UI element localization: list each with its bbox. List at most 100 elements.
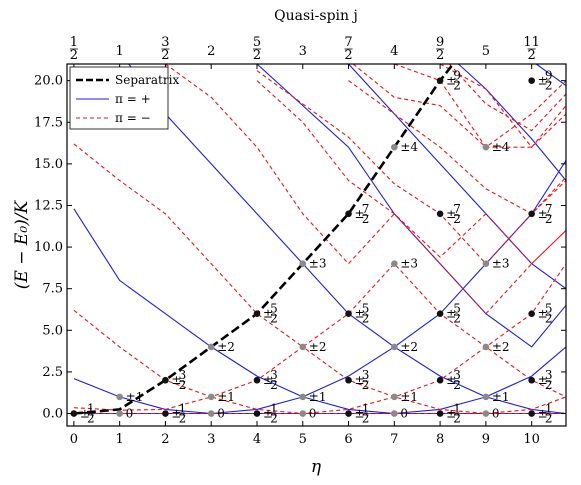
level-point (253, 376, 261, 384)
series-plus-line-4 (128, 64, 566, 348)
level-label: 0 (217, 407, 225, 421)
level-label: ±1 (217, 390, 235, 404)
level-point (482, 143, 490, 151)
series-plus-line-3 (73, 208, 566, 398)
plot-frame (66, 63, 567, 427)
level-point (391, 143, 398, 151)
svg-text:2: 2 (253, 48, 261, 63)
points-layer: ±12 0 ±12 0 ±12 0 ±12 0 ±12 0 ±12±1 ±1 ±1 ±1 ±1±32 ±32 ±… (70, 69, 553, 426)
svg-text:2: 2 (362, 212, 370, 226)
level-label: 0 (126, 407, 134, 421)
svg-text:7: 7 (453, 202, 461, 216)
svg-text:9: 9 (436, 35, 444, 50)
y-tick-label: 5.0 (42, 323, 63, 338)
svg-text:3: 3 (545, 368, 553, 382)
level-point (299, 343, 307, 351)
x-tick-label: 6 (344, 432, 352, 447)
level-point (436, 310, 444, 317)
level-point (482, 260, 490, 268)
level-point (436, 376, 444, 384)
level-label: ± (446, 207, 456, 221)
legend: Separatrix π = + π = − (69, 66, 179, 130)
level-label-fraction: 12 (270, 402, 278, 426)
level-label: ± (355, 407, 365, 421)
legend-label: π = + (115, 92, 151, 106)
top-tick-label: 112 (523, 35, 540, 63)
y-tick-label: 17.5 (34, 115, 63, 130)
level-label: ±2 (400, 340, 418, 354)
svg-text:2: 2 (545, 212, 553, 226)
level-point (391, 343, 398, 351)
axes-layer (66, 63, 567, 427)
level-label: ±3 (400, 257, 418, 271)
top-axis-title: Quasi-spin j (274, 8, 358, 24)
svg-text:1: 1 (545, 402, 553, 416)
svg-text:2: 2 (362, 312, 370, 326)
svg-text:3: 3 (270, 368, 278, 382)
level-label: ± (446, 407, 456, 421)
level-point (528, 410, 535, 417)
level-label: ± (538, 307, 548, 321)
level-point (253, 410, 261, 417)
level-label: ±2 (217, 340, 235, 354)
svg-text:2: 2 (528, 48, 536, 63)
legend-label: π = − (115, 111, 151, 125)
level-label: ±2 (492, 340, 510, 354)
top-tick-label: 12 (70, 35, 78, 63)
top-tick-label: 92 (436, 35, 444, 63)
level-label: ± (446, 307, 456, 321)
level-label: ± (355, 373, 365, 387)
top-tick-label: 52 (253, 35, 261, 63)
svg-text:2: 2 (179, 412, 187, 426)
level-point (345, 210, 352, 218)
level-label: ±1 (309, 390, 327, 404)
level-label-fraction: 12 (179, 402, 187, 426)
level-point (482, 343, 490, 351)
level-label: 0 (492, 407, 500, 421)
level-point (116, 410, 123, 417)
level-label-fraction: 12 (453, 402, 461, 426)
level-point (299, 260, 307, 268)
svg-text:2: 2 (161, 48, 169, 63)
series-plus-line-6 (348, 64, 566, 290)
svg-text:2: 2 (545, 79, 553, 93)
level-label-fraction: 12 (362, 402, 370, 426)
x-tick-label: 7 (390, 432, 398, 447)
svg-text:2: 2 (453, 79, 461, 93)
ticks-layer: 0 1 2 3 4 5 6 7 8 9 100.02.55.07.510.012.515.017.5… (34, 35, 566, 447)
level-label: ± (171, 407, 181, 421)
y-tick-label: 7.5 (42, 282, 63, 297)
svg-text:11: 11 (523, 35, 540, 50)
level-label-fraction: 92 (453, 69, 461, 93)
svg-text:1: 1 (179, 402, 187, 416)
level-point (253, 310, 261, 317)
level-point (436, 410, 444, 417)
level-label-fraction: 92 (545, 69, 553, 93)
level-label-fraction: 72 (545, 202, 553, 226)
level-label: ± (263, 307, 273, 321)
level-label: ± (171, 373, 181, 387)
level-label-fraction: 52 (270, 302, 278, 326)
level-point (391, 410, 398, 417)
level-label: ± (538, 407, 548, 421)
svg-text:7: 7 (545, 202, 553, 216)
svg-text:3: 3 (453, 368, 461, 382)
svg-text:5: 5 (253, 35, 261, 50)
level-label-fraction: 12 (545, 402, 553, 426)
level-label-fraction: 32 (270, 368, 278, 392)
level-label-fraction: 32 (362, 368, 370, 392)
top-tick-label: 1 (116, 44, 124, 59)
level-label: ± (538, 74, 548, 88)
svg-text:7: 7 (344, 35, 352, 50)
level-label: ±3 (309, 257, 327, 271)
level-label-fraction: 52 (545, 302, 553, 326)
svg-text:2: 2 (270, 412, 278, 426)
top-tick-label: 2 (207, 44, 215, 59)
level-label: ±1 (126, 390, 144, 404)
y-tick-label: 10.0 (34, 240, 63, 255)
level-point (207, 393, 215, 401)
level-point (528, 310, 535, 317)
series-plus-line-8 (535, 64, 566, 87)
level-point (436, 210, 444, 218)
